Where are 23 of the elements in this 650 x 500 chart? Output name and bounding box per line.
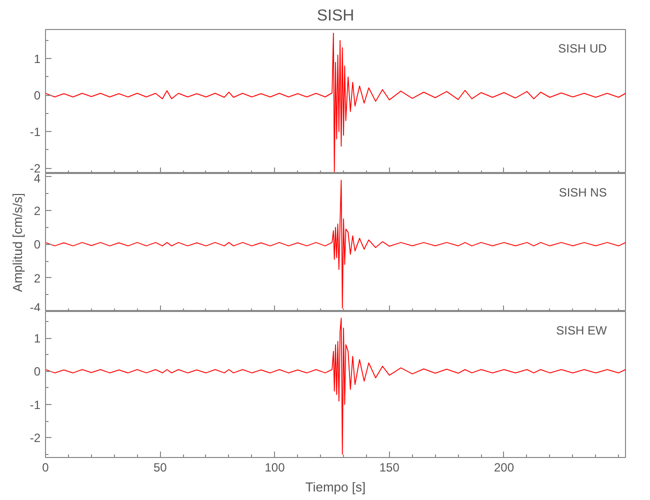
x-axis-title: Tiempo [s] [305,480,366,494]
x-tick-label: 100 [264,460,286,474]
annotation: SISH EW [556,324,608,338]
y-tick-label: -2 [30,431,41,446]
y-tick-label: 0 [34,88,41,103]
line-series [46,318,626,455]
y-axis-title: Amplitud [cm/s/s] [10,193,25,292]
y-tick-label: 0 [34,238,41,252]
y-tick-label: 2 [34,271,41,286]
x-tick-label: 150 [379,460,400,474]
x-tick-label: 0 [42,460,50,474]
y-tick-label: 1 [34,52,41,66]
x-tick-label: 50 [153,460,168,474]
y-tick-label: 1 [34,332,41,346]
y-tick-label: 2 [34,204,41,218]
y-tick-label: -1 [30,398,41,412]
annotation: SISH NS [558,186,607,200]
x-tick-label: 200 [494,460,514,474]
y-tick-label: 4 [34,172,41,186]
annotation: SISH UD [558,42,608,56]
y-tick-label: -1 [30,125,41,140]
chart-title: SISH [316,8,354,24]
y-tick-label: 0 [34,364,41,379]
